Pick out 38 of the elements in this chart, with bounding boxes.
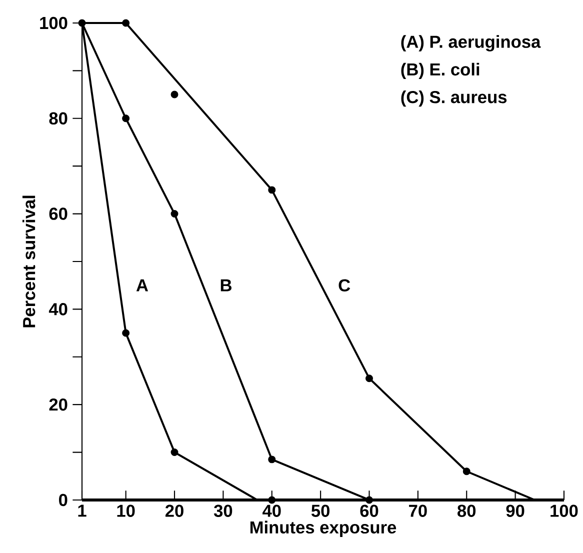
y-tick-label: 80	[49, 112, 68, 125]
point	[170, 90, 178, 98]
series-label: A	[136, 279, 148, 292]
x-axis-title: Minutes exposure	[250, 520, 396, 537]
point	[122, 114, 130, 122]
point	[268, 456, 276, 464]
y-tick-label: 20	[49, 398, 68, 411]
y-tick-label: 60	[49, 208, 68, 220]
x-tick-label: 90	[506, 504, 524, 517]
x-tick-label: 60	[360, 504, 378, 517]
y-tick-label: 100	[40, 16, 68, 30]
x-tick-label: 20	[165, 504, 184, 517]
y-tick-label: 40	[48, 303, 68, 316]
y-axis-title: Percent survival	[22, 196, 36, 328]
point	[366, 374, 373, 382]
x-tick-label: 30	[214, 504, 232, 517]
x-tick-label: 100	[550, 504, 578, 517]
x-tick-label: 10	[117, 504, 135, 517]
point	[268, 496, 276, 504]
annotation: (A) P. aeruginosa	[401, 35, 541, 52]
point	[170, 210, 178, 218]
x-tick-label: 50	[311, 504, 330, 517]
x-tick-label: 1	[78, 504, 86, 517]
point	[122, 19, 130, 27]
series-label: B	[220, 279, 232, 292]
x-tick-label: 70	[409, 504, 427, 517]
annotation: (C) S. aureus	[401, 90, 507, 107]
series-label: C	[338, 279, 350, 292]
point	[122, 329, 130, 337]
x-tick-label: 80	[458, 504, 476, 517]
y-tick-label: 0	[59, 494, 68, 506]
point	[268, 186, 276, 194]
x-tick-label: 40	[262, 504, 281, 517]
point	[78, 19, 86, 27]
point	[366, 496, 373, 504]
point	[462, 468, 470, 476]
point	[170, 448, 178, 456]
annotation: (B) E. coli	[401, 62, 480, 80]
